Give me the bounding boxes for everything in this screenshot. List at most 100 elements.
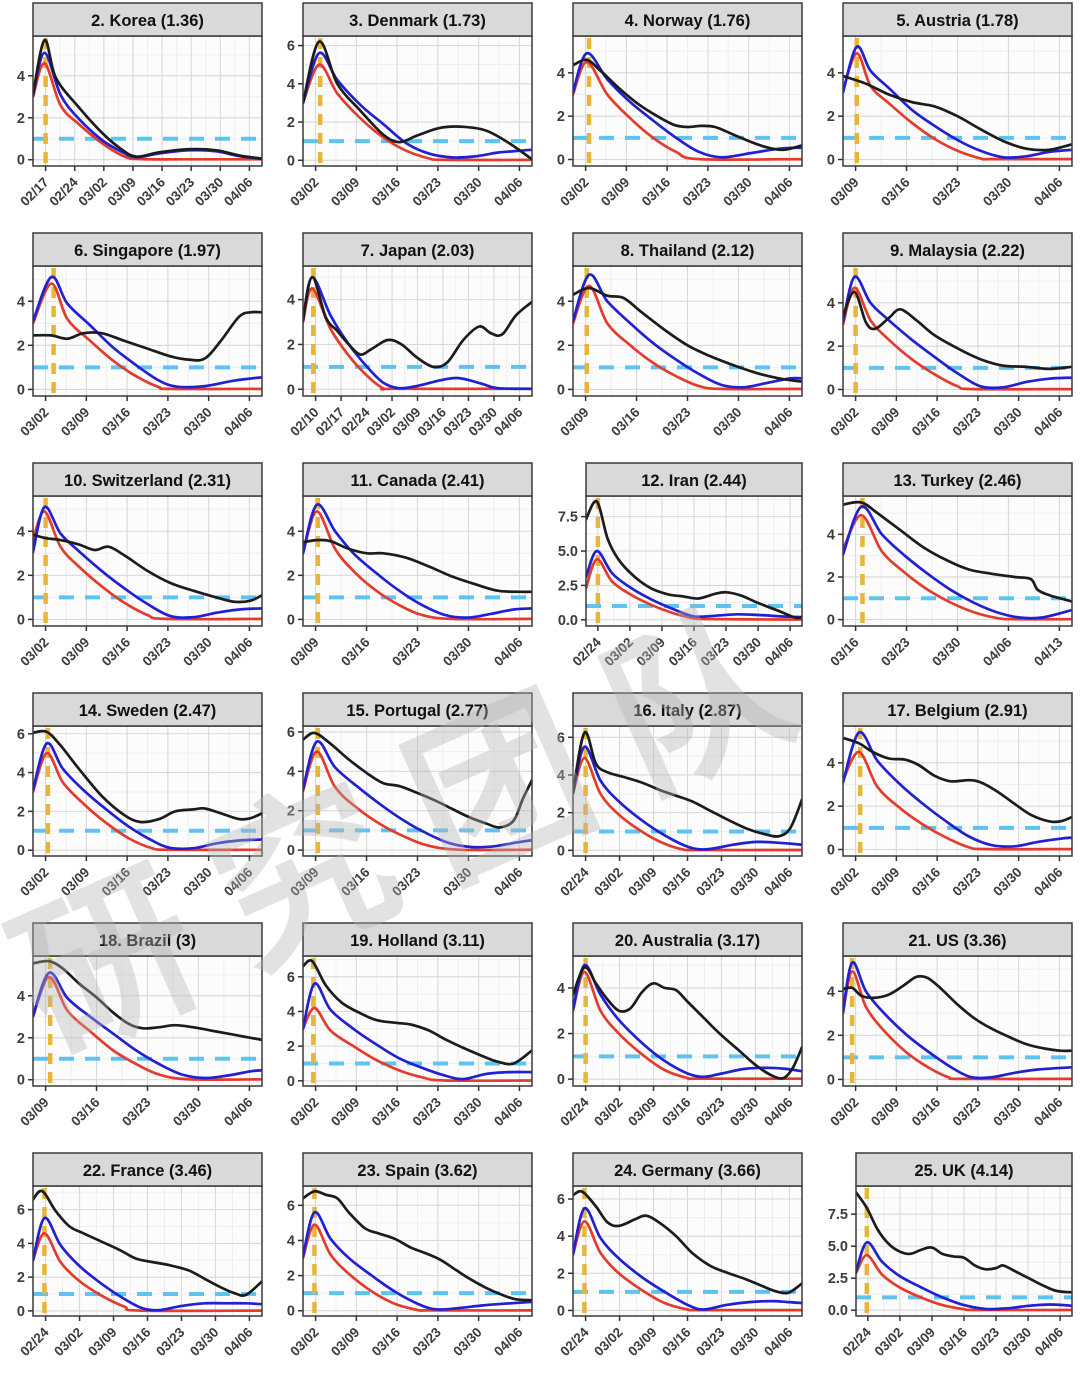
- x-axis-tick-label: 04/06: [491, 404, 526, 439]
- x-axis-tick-label: 03/02: [51, 1325, 86, 1360]
- y-axis-tick-label: 4: [827, 66, 835, 82]
- y-axis-tick-label: 0: [17, 1073, 25, 1089]
- x-axis-tick-label: 03/02: [827, 1095, 862, 1130]
- x-axis-tick-label: 03/30: [187, 1325, 222, 1360]
- blue-series-line: [856, 1241, 1072, 1311]
- black-series-line: [303, 959, 532, 1066]
- y-axis-tick-label: 7.5: [828, 1207, 848, 1223]
- facet-cell: 25. UK (4.14) 0.0 2.5 5.0 7.5 02/24 03/02 03/09…: [810, 1150, 1080, 1380]
- y-axis-tick-label: 2: [827, 799, 835, 815]
- facet-panel: 17. Belgium (2.91) 0 2 4 03/02 03/09 03/16 03/2…: [827, 692, 1073, 899]
- black-series-line: [33, 959, 262, 1042]
- x-axis-tick-label: 04/06: [761, 1094, 796, 1129]
- x-axis-tick-label: 03/16: [659, 864, 694, 899]
- x-axis-tick-label: 04/06: [491, 1324, 526, 1359]
- y-axis-tick-label: 2: [17, 1270, 25, 1286]
- y-axis-tick-label: 4: [557, 768, 565, 784]
- strip-header: [842, 692, 1073, 727]
- y-axis-tick-label: 0: [287, 1074, 295, 1090]
- x-axis-tick-label: 03/09: [868, 1095, 903, 1130]
- y-axis-tick-label: 5.0: [558, 544, 578, 560]
- facet-cell: 18. Brazil (3) 0 2 4 03/09 03/16 03/23 03/30 04/…: [0, 920, 270, 1150]
- blue-series-line: [843, 961, 1072, 1080]
- y-axis-tick-label: 6: [557, 1192, 565, 1208]
- x-axis-tick-label: 03/02: [287, 1325, 322, 1360]
- red-series-line: [843, 750, 1072, 851]
- x-axis-tick-label: 03/23: [153, 1324, 188, 1359]
- strip-header: [32, 1152, 263, 1187]
- panel-title: 9. Malaysia (2.22): [890, 242, 1025, 260]
- facet-cell: 17. Belgium (2.91) 0 2 4 03/02 03/09 03/16 03/2…: [810, 690, 1080, 920]
- y-axis-tick-label: 4: [287, 764, 295, 780]
- red-series-line: [573, 970, 802, 1081]
- y-axis-tick-label: 4: [827, 296, 835, 312]
- facet-cell: 10. Switzerland (2.31) 0 2 4 03/02 03/09 03/16…: [0, 460, 270, 690]
- y-axis-tick-label: 4: [287, 293, 295, 309]
- facet-cell: 23. Spain (3.62) 0 2 4 6 03/02 03/09 03/16 03/23…: [270, 1150, 540, 1380]
- y-axis-tick-label: 0: [827, 613, 835, 629]
- x-axis-tick-label: 03/30: [192, 175, 227, 210]
- strip-header: [302, 232, 533, 267]
- x-axis-tick-label: 03/09: [58, 865, 93, 900]
- y-axis-tick-label: 4: [557, 981, 565, 997]
- x-axis-tick-label: 03/09: [634, 635, 669, 670]
- strip-header: [842, 922, 1073, 957]
- x-axis-tick-label: 03/16: [909, 1094, 944, 1129]
- strip-header: [842, 462, 1073, 497]
- red-series-line: [33, 510, 262, 621]
- y-axis-tick-label: 2: [557, 806, 565, 822]
- black-series-line: [843, 290, 1072, 371]
- x-axis-tick-label: 03/16: [909, 404, 944, 439]
- x-axis-tick-label: 03/09: [287, 635, 322, 670]
- y-axis-tick-label: 2: [17, 338, 25, 354]
- x-axis-tick-label: 03/23: [139, 864, 174, 899]
- x-axis-tick-label: 03/30: [450, 1095, 485, 1130]
- x-axis-tick-label: 03/02: [17, 405, 52, 440]
- x-axis-tick-label: 03/09: [868, 405, 903, 440]
- x-axis-tick-label: 03/30: [990, 1095, 1025, 1130]
- blue-series-line: [843, 45, 1072, 159]
- blue-series-line: [303, 1211, 532, 1311]
- x-axis-tick-label: 03/16: [639, 174, 674, 209]
- facet-cell: 19. Holland (3.11) 0 2 4 6 03/02 03/09 03/16 03/…: [270, 920, 540, 1150]
- x-axis-tick-label: 03/09: [557, 405, 592, 440]
- y-axis-tick-label: 0: [827, 153, 835, 169]
- y-axis-tick-label: 4: [287, 524, 295, 540]
- x-axis-tick-label: 03/30: [730, 635, 765, 670]
- panel-title: 5. Austria (1.78): [896, 12, 1018, 30]
- strip-header: [32, 462, 263, 497]
- x-axis-tick-label: 03/23: [409, 174, 444, 209]
- black-series-line: [33, 729, 262, 824]
- x-axis-tick-label: 04/06: [1031, 864, 1066, 899]
- x-axis-tick-label: 03/09: [85, 1325, 120, 1360]
- y-axis-tick-label: 2: [557, 1266, 565, 1282]
- x-axis-tick-label: 03/09: [625, 1325, 660, 1360]
- y-axis-tick-label: 4: [17, 1236, 25, 1252]
- facet-panel: 25. UK (4.14) 0.0 2.5 5.0 7.5 02/2403/0203/09…: [828, 1152, 1073, 1360]
- facet-panel: 23. Spain (3.62) 0 2 4 6 03/02 03/09 03/16 03/23…: [287, 1152, 533, 1360]
- y-axis-tick-label: 2: [17, 1031, 25, 1047]
- x-axis-tick-label: 03/30: [1000, 1325, 1035, 1360]
- x-axis-tick-label: 04/06: [761, 404, 796, 439]
- blue-series-line: [33, 971, 262, 1080]
- x-axis-tick-label: 02/24: [557, 864, 592, 899]
- x-axis-tick-label: 03/09: [625, 1095, 660, 1130]
- panel-title: 13. Turkey (2.46): [893, 472, 1021, 490]
- facet-panel: 15. Portugal (2.77) 0 2 4 6 03/09 03/16 03/23 03…: [287, 692, 533, 899]
- strip-header: [855, 1152, 1073, 1187]
- blue-series-line: [573, 963, 802, 1079]
- black-series-line: [303, 731, 532, 829]
- facet-cell: 9. Malaysia (2.22) 0 2 4 03/02 03/09 03/16 03/2…: [810, 230, 1080, 460]
- y-axis-tick-label: 2: [557, 338, 565, 354]
- x-axis-tick-label: 03/09: [17, 1095, 52, 1130]
- blue-series-line: [843, 275, 1072, 390]
- facet-cell: 15. Portugal (2.77) 0 2 4 6 03/09 03/16 03/23 03…: [270, 690, 540, 920]
- y-axis-tick-label: 0: [287, 153, 295, 169]
- y-axis-tick-label: 2: [287, 804, 295, 820]
- y-axis-tick-label: 4: [17, 294, 25, 310]
- strip-header: [302, 692, 533, 727]
- x-axis-tick-label: 04/06: [491, 174, 526, 209]
- y-axis-tick-label: 0: [287, 612, 295, 628]
